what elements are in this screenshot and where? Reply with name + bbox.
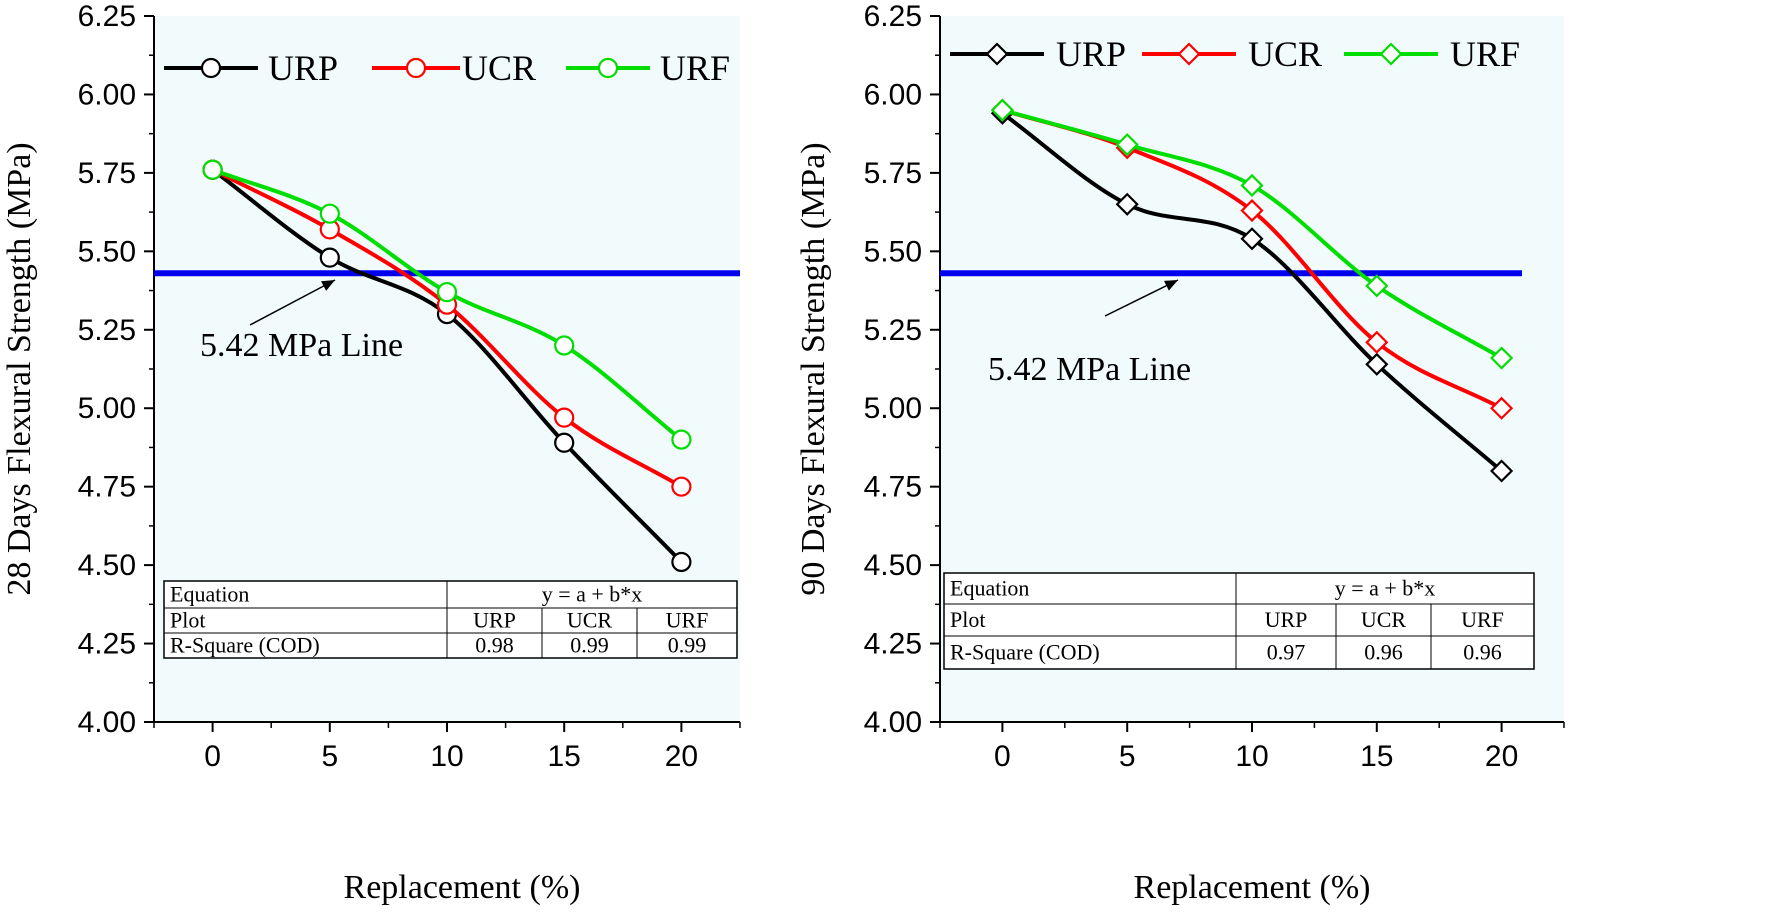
data-point-ucr — [1365, 330, 1389, 354]
y-tick-label: 5.00 — [864, 392, 922, 425]
y-tick-label: 4.25 — [78, 628, 136, 661]
data-point-urf — [1240, 173, 1264, 197]
fit-table — [163, 580, 738, 659]
table-rsquare-value: 0.99 — [668, 633, 707, 658]
legend-marker-urf — [597, 57, 619, 79]
y-tick-label: 4.00 — [78, 706, 136, 739]
reference-line-label: 5.42 MPa Line — [200, 327, 403, 364]
legend-label-urf: URF — [660, 48, 730, 88]
legend-marker-urp — [200, 57, 222, 79]
data-point-urp — [1240, 227, 1264, 251]
chart-right: 4.00 4.25 4.50 4.75 5.00 5.25 5.50 5.75 6.00 6.25… — [795, 0, 1565, 906]
y-tick-label: 6.25 — [78, 0, 136, 33]
table-rsquare-value: 0.96 — [1364, 640, 1403, 665]
y-tick-label: 5.50 — [78, 235, 136, 268]
y-tick-label: 5.75 — [78, 157, 136, 190]
legend-label-ucr: UCR — [1248, 34, 1322, 74]
y-tick-label: 4.75 — [864, 471, 922, 504]
y-tick-label: 6.00 — [78, 78, 136, 111]
data-point-urp — [1115, 192, 1139, 216]
x-tick-label: 0 — [994, 740, 1011, 773]
y-tick-label: 6.25 — [864, 0, 922, 33]
data-point-urf — [990, 98, 1014, 122]
y-axis-title: 28 Days Flexural Strength (MPa) — [1, 142, 38, 595]
table-equation: y = a + b*x — [1335, 576, 1436, 601]
data-point-urf — [554, 335, 575, 356]
data-point-urp — [319, 247, 340, 268]
chart-left: 4.00 4.25 4.50 4.75 5.00 5.25 5.50 5.75 6.00 6.25… — [1, 0, 741, 906]
x-tick-label: 20 — [665, 740, 698, 773]
table-plot-name: URP — [473, 608, 516, 633]
y-tick-label: 5.75 — [864, 157, 922, 190]
data-point-urf — [436, 282, 458, 303]
data-point-urp — [671, 551, 692, 573]
fit-table — [943, 572, 1535, 670]
legend-label-urp: URP — [268, 48, 338, 88]
reference-line-label: 5.42 MPa Line — [988, 351, 1191, 388]
table-rsquare-label: R-Square (COD) — [950, 640, 1100, 665]
annotation-arrow — [249, 279, 336, 326]
y-axis-title: 90 Days Flexural Strength (MPa) — [795, 142, 832, 595]
table-plot-name: URF — [666, 608, 709, 633]
data-point-ucr — [1490, 396, 1514, 420]
legend-label-urf: URF — [1450, 34, 1520, 74]
legend-marker-urf — [1379, 42, 1403, 66]
data-point-urf — [1490, 346, 1514, 370]
table-plot-name: UCR — [1361, 607, 1407, 632]
data-point-urp — [1490, 459, 1514, 483]
y-tick-label: 5.25 — [864, 314, 922, 347]
data-point-urf — [1115, 133, 1139, 157]
y-tick-label: 4.50 — [864, 549, 922, 582]
table-plot-name: UCR — [567, 608, 613, 633]
legend-label-ucr: UCR — [462, 48, 536, 88]
y-tick-label: 5.50 — [864, 235, 922, 268]
data-point-urf — [1365, 274, 1389, 298]
legend-label-urp: URP — [1056, 34, 1126, 74]
data-point-ucr — [1240, 198, 1264, 223]
x-tick-label: 5 — [1119, 740, 1136, 773]
x-tick-label: 5 — [321, 740, 338, 773]
y-tick-label: 5.00 — [78, 392, 136, 425]
y-tick-label: 4.50 — [78, 549, 136, 582]
x-tick-label: 20 — [1485, 740, 1518, 773]
x-tick-label: 10 — [1235, 740, 1268, 773]
legend-marker-ucr — [405, 57, 427, 79]
table-plot-name: URF — [1461, 607, 1504, 632]
data-point-ucr — [671, 476, 692, 497]
table-rsquare-value: 0.96 — [1463, 640, 1502, 665]
legend-marker-ucr — [1177, 42, 1201, 66]
x-tick-label: 0 — [204, 740, 221, 773]
table-plot-label: Plot — [170, 608, 205, 633]
data-point-ucr — [554, 407, 575, 428]
data-point-urf — [202, 159, 223, 180]
table-equation-label: Equation — [950, 576, 1029, 601]
y-tick-label: 4.25 — [864, 628, 922, 661]
legend-marker-urp — [985, 42, 1009, 66]
table-rsquare-value: 0.97 — [1267, 640, 1306, 665]
data-point-urf — [671, 429, 692, 450]
y-tick-label: 4.00 — [864, 706, 922, 739]
annotation-arrowhead — [1164, 280, 1178, 291]
y-tick-label: 6.00 — [864, 78, 922, 111]
table-rsquare-value: 0.99 — [570, 633, 609, 658]
data-point-urf — [319, 203, 340, 224]
table-rsquare-label: R-Square (COD) — [170, 633, 320, 658]
data-point-urp — [554, 432, 575, 453]
table-plot-label: Plot — [950, 607, 985, 632]
table-rsquare-value: 0.98 — [475, 633, 514, 658]
data-point-urp — [1365, 352, 1389, 376]
table-plot-name: URP — [1265, 607, 1308, 632]
annotation-arrowhead — [321, 280, 335, 291]
x-axis-title: Replacement (%) — [1134, 869, 1371, 906]
y-tick-label: 4.75 — [78, 471, 136, 504]
x-tick-label: 10 — [430, 740, 463, 773]
table-equation: y = a + b*x — [542, 582, 643, 607]
x-tick-label: 15 — [548, 740, 581, 773]
y-tick-label: 5.25 — [78, 314, 136, 347]
x-tick-label: 15 — [1360, 740, 1393, 773]
annotation-arrow — [1104, 279, 1179, 317]
table-equation-label: Equation — [170, 582, 249, 607]
x-axis-title: Replacement (%) — [344, 869, 581, 906]
